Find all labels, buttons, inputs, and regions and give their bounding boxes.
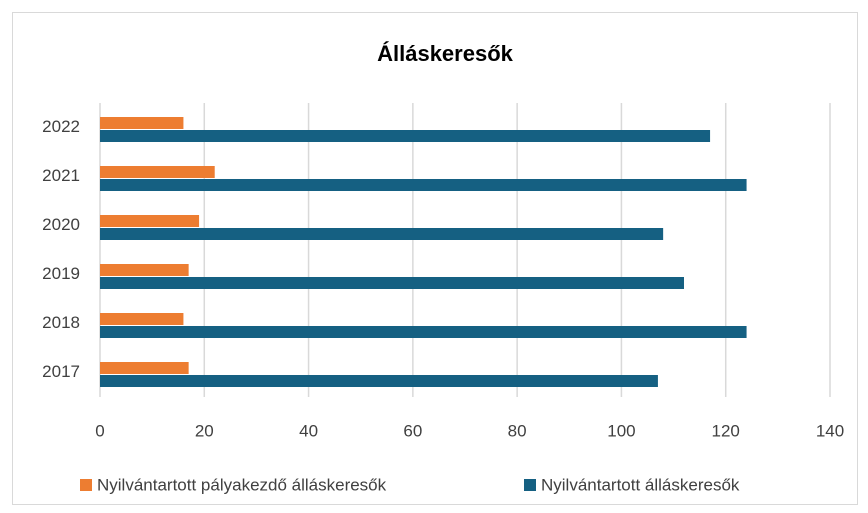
bar: [100, 166, 215, 178]
chart-title: Álláskeresők: [377, 41, 514, 66]
legend-label: Nyilvántartott álláskeresők: [541, 475, 740, 494]
y-tick-label: 2018: [42, 313, 80, 332]
bar: [100, 326, 747, 338]
x-tick-label: 60: [403, 421, 422, 440]
bar: [100, 264, 189, 276]
bar: [100, 215, 200, 227]
legend-swatch: [524, 479, 536, 491]
x-tick-label: 40: [299, 421, 318, 440]
x-tick-label: 20: [195, 421, 214, 440]
x-tick-label: 120: [712, 421, 740, 440]
x-tick-label: 140: [816, 421, 844, 440]
bar: [100, 362, 189, 374]
y-tick-label: 2020: [42, 215, 80, 234]
x-tick-label: 80: [508, 421, 527, 440]
bar: [100, 130, 711, 142]
bar: [100, 179, 747, 191]
bar: [100, 375, 658, 387]
y-tick-label: 2019: [42, 264, 80, 283]
y-tick-label: 2017: [42, 362, 80, 381]
legend-swatch: [80, 479, 92, 491]
bar: [100, 228, 664, 240]
bar: [100, 277, 684, 289]
bar: [100, 313, 184, 325]
x-tick-label: 0: [95, 421, 104, 440]
bar: [100, 117, 184, 129]
legend-label: Nyilvántartott pályakezdő álláskeresők: [97, 475, 387, 494]
x-tick-label: 100: [607, 421, 635, 440]
y-tick-label: 2022: [42, 117, 80, 136]
y-tick-label: 2021: [42, 166, 80, 185]
chart-border: [12, 12, 858, 505]
